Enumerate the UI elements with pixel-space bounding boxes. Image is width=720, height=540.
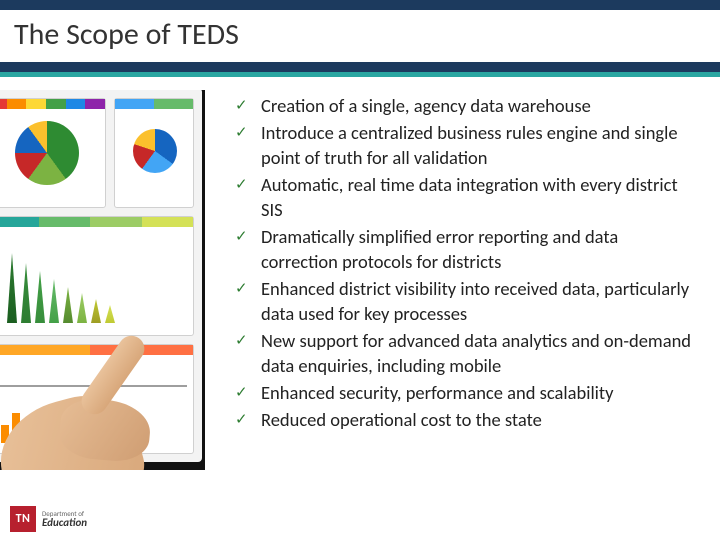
pie-chart-small-icon bbox=[133, 129, 177, 173]
scope-item: ✓Reduced operational cost to the state bbox=[235, 408, 692, 433]
scope-item: ✓New support for advanced data analytics… bbox=[235, 329, 692, 379]
check-icon: ✓ bbox=[235, 121, 261, 143]
divider-navy bbox=[0, 62, 720, 72]
panel-header bbox=[0, 217, 193, 227]
scope-item-text: Enhanced security, performance and scala… bbox=[261, 381, 614, 406]
title-area: The Scope of TEDS bbox=[14, 16, 706, 53]
check-icon: ✓ bbox=[235, 329, 261, 351]
slide-title: The Scope of TEDS bbox=[14, 16, 706, 53]
panel-header bbox=[115, 99, 193, 109]
tn-badge-icon: TN bbox=[10, 506, 36, 532]
scope-item-text: Automatic, real time data integration wi… bbox=[261, 173, 692, 223]
check-icon: ✓ bbox=[235, 94, 261, 116]
divider-teal bbox=[0, 72, 720, 77]
scope-item-text: Dramatically simplified error reporting … bbox=[261, 225, 692, 275]
bullet-list-area: ✓Creation of a single, agency data wareh… bbox=[205, 90, 720, 500]
scope-item-text: Creation of a single, agency data wareho… bbox=[261, 94, 591, 119]
panel-pie bbox=[0, 98, 106, 208]
scope-item-text: Introduce a centralized business rules e… bbox=[261, 121, 692, 171]
pie-chart-icon bbox=[15, 121, 79, 185]
check-icon: ✓ bbox=[235, 408, 261, 430]
check-icon: ✓ bbox=[235, 277, 261, 299]
scope-item: ✓Enhanced security, performance and scal… bbox=[235, 381, 692, 406]
check-icon: ✓ bbox=[235, 225, 261, 247]
scope-item-text: Reduced operational cost to the state bbox=[261, 408, 542, 433]
scope-item: ✓Dramatically simplified error reporting… bbox=[235, 225, 692, 275]
panel-header bbox=[0, 99, 105, 109]
hand-pointing-icon bbox=[0, 310, 170, 470]
scope-item: ✓Introduce a centralized business rules … bbox=[235, 121, 692, 171]
scope-item-text: New support for advanced data analytics … bbox=[261, 329, 692, 379]
scope-item-text: Enhanced district visibility into receiv… bbox=[261, 277, 692, 327]
slide: The Scope of TEDS bbox=[0, 0, 720, 540]
scope-item: ✓Automatic, real time data integration w… bbox=[235, 173, 692, 223]
scope-list: ✓Creation of a single, agency data wareh… bbox=[235, 94, 692, 433]
footer-education-label: Education bbox=[42, 517, 87, 528]
scope-item: ✓Enhanced district visibility into recei… bbox=[235, 277, 692, 327]
footer-logo: TN Department of Education bbox=[10, 506, 87, 532]
footer-text: Department of Education bbox=[42, 510, 87, 528]
panel-side bbox=[114, 98, 194, 208]
check-icon: ✓ bbox=[235, 381, 261, 403]
content-row: ✓Creation of a single, agency data wareh… bbox=[0, 90, 720, 500]
check-icon: ✓ bbox=[235, 173, 261, 195]
tablet-illustration bbox=[0, 90, 205, 470]
scope-item: ✓Creation of a single, agency data wareh… bbox=[235, 94, 692, 119]
header-band bbox=[0, 0, 720, 10]
